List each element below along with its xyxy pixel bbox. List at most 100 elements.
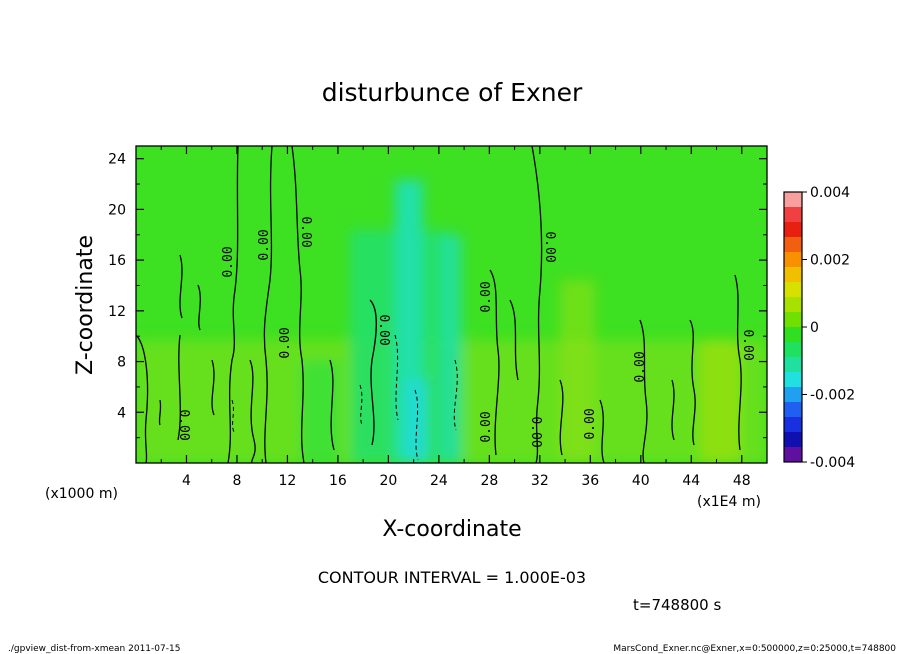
colorbar-swatch: [784, 252, 802, 268]
plot-area: 0.00 0.00 0.00 0.00 0.00 0.00 0.00 0.00 …: [136, 146, 767, 463]
x-axis: 4 8 12 16 20 24 28 32 36 40 44 48: [160, 146, 751, 489]
colorbar-label: 0: [810, 320, 819, 336]
x-tick-label: 24: [430, 473, 448, 489]
colorbar-swatch: [784, 297, 802, 313]
contour-line: [689, 319, 696, 446]
contour-line: [291, 146, 305, 463]
contour-line: [329, 359, 335, 451]
contour-lines: [136, 146, 742, 463]
x-tick-label: 36: [581, 473, 599, 489]
contour-line: [531, 146, 543, 463]
x-tick-label: 8: [232, 473, 241, 489]
x-tick-label: 40: [632, 473, 650, 489]
colorbar-swatch: [784, 372, 802, 388]
colorbar-swatch: [784, 432, 802, 448]
contour-line: [249, 359, 256, 463]
plot-frame: [135, 145, 768, 464]
contour-interval-text: CONTOUR INTERVAL = 1.000E-03: [318, 568, 586, 587]
contour-line: [231, 399, 235, 433]
colorbar: [783, 191, 803, 463]
contour-line: [671, 379, 675, 441]
time-text: t=748800 s: [633, 596, 721, 614]
contour-line: [394, 334, 399, 421]
contour-label: 0.00: [376, 314, 391, 345]
x-tick-label: 4: [182, 473, 191, 489]
contour-label: 0.00: [298, 216, 313, 247]
contour-line: [177, 254, 183, 441]
colorbar-swatch: [784, 192, 802, 208]
colorbar-labels: 0.004 0.002 0 -0.002 -0.004: [802, 185, 855, 471]
negative-contours: [231, 334, 458, 461]
contour-label: 0.00: [278, 327, 293, 358]
contour-line: [639, 319, 648, 463]
contour-label-group: 0.00 0.00 0.00 0.00 0.00 0.00 0.00 0.00 …: [176, 216, 755, 447]
contour-label: 0.00: [479, 411, 494, 442]
contour-line: [414, 389, 419, 461]
field-patch: [560, 280, 595, 463]
contour-line: [599, 399, 605, 463]
colorbar-label: 0.004: [810, 185, 850, 201]
x-tick-label: 48: [733, 473, 751, 489]
contour-line: [136, 334, 149, 463]
contour-label: 0.00: [528, 416, 543, 447]
colorbar-swatch: [784, 447, 802, 463]
colorbar-swatch: [784, 267, 802, 283]
x-tick-label: 16: [329, 473, 347, 489]
contour-line: [227, 146, 239, 463]
colorbar-swatch: [784, 207, 802, 223]
contour-label: 0.00: [479, 281, 494, 312]
colorbar-swatch: [784, 282, 802, 298]
y-tick-label: 4: [117, 405, 126, 421]
x-tick-label: 20: [379, 473, 397, 489]
x-unit-note-2: (x1E4 m): [697, 494, 761, 510]
y-tick-label: 12: [108, 304, 126, 320]
x-tick-label: 28: [480, 473, 498, 489]
y-tick-label: 8: [117, 355, 126, 371]
colorbar-swatch: [784, 417, 802, 433]
y-axis: 4 8 12 16 20 24: [108, 152, 767, 439]
y-axis-label: Z-coordinate: [73, 235, 98, 375]
contour-label: 0.00: [740, 329, 755, 360]
field-patch: [440, 235, 462, 463]
contour-label: 0.00: [542, 231, 557, 262]
colorbar-swatch: [784, 327, 802, 343]
colorbar-label: -0.004: [810, 455, 855, 471]
contour-line: [509, 299, 519, 381]
contour-line: [197, 284, 201, 331]
colorbar-swatch: [784, 402, 802, 418]
contour-line: [453, 359, 458, 431]
contour-line: [559, 379, 564, 456]
colorbar-swatch: [784, 312, 802, 328]
contour-line: [263, 146, 273, 463]
contour-line: [211, 359, 215, 416]
x-tick-label: 44: [682, 473, 700, 489]
colorbar-label: -0.002: [810, 388, 855, 404]
colorbar-swatch: [784, 222, 802, 238]
footer-left: ./gpview_dist-from-xmean 2011-07-15: [8, 644, 180, 654]
x-unit-note: (x1000 m): [45, 486, 118, 502]
contour-line: [359, 384, 363, 426]
y-tick-label: 24: [108, 152, 126, 168]
contour-line: [369, 299, 377, 446]
contour-line: [734, 274, 742, 451]
chart-title: disturbunce of Exner: [322, 78, 583, 107]
colorbar-swatch: [784, 387, 802, 403]
field-patch: [405, 380, 427, 463]
contour-label: 0.00: [221, 246, 236, 277]
colorbar-swatch: [784, 342, 802, 358]
contour-label: 0.00: [583, 408, 598, 439]
x-tick-label: 12: [279, 473, 297, 489]
field-patch: [700, 340, 740, 463]
contour-label: 0.00: [633, 351, 648, 382]
colorbar-label: 0.002: [810, 253, 850, 269]
contour-line: [158, 399, 162, 426]
colorbar-swatch: [784, 237, 802, 253]
x-axis-label: X-coordinate: [382, 517, 521, 542]
y-tick-label: 20: [108, 202, 126, 218]
contour-label: 0.00: [176, 409, 191, 440]
footer-right: MarsCond_Exner.nc@Exner,x=0:500000,z=0:2…: [613, 644, 896, 654]
contour-line: [489, 269, 500, 456]
contour-label: 0.00: [257, 229, 272, 260]
y-tick-label: 16: [108, 253, 126, 269]
